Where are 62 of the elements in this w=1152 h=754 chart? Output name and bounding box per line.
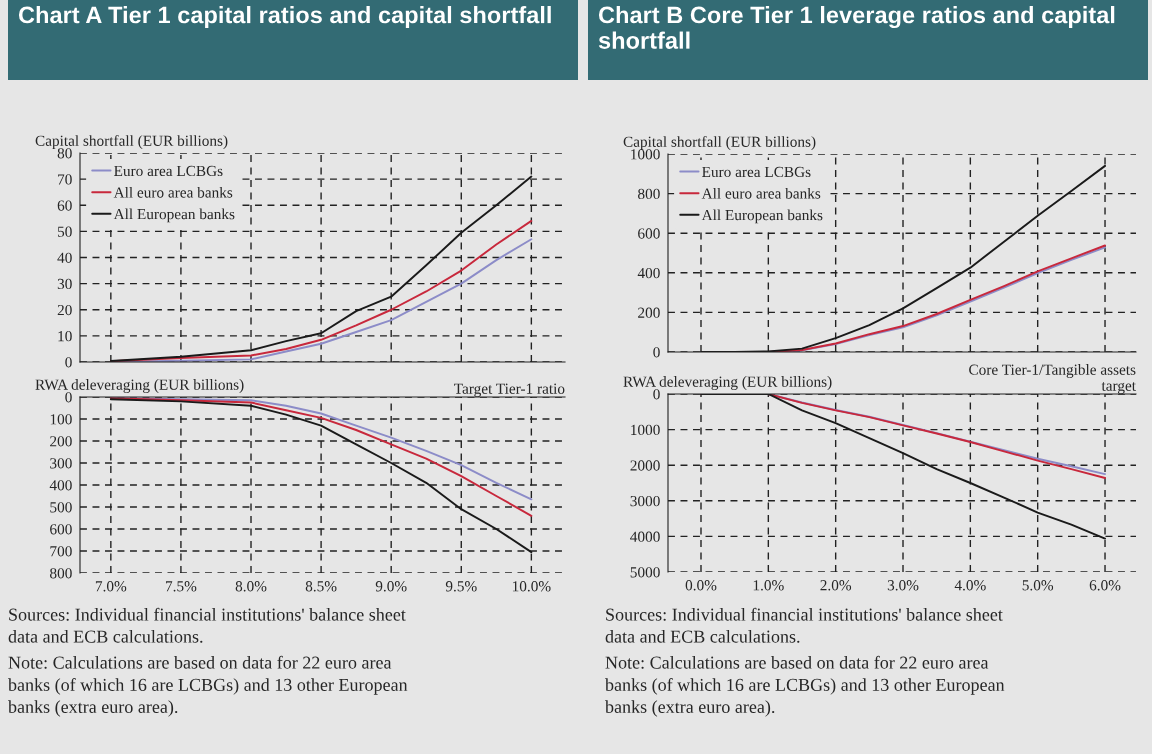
legend-label: All European banks xyxy=(113,208,235,223)
x-axis-title: Core Tier-1/Tangible assets target xyxy=(969,364,1136,394)
text: Note: Calculations are based on data for 22 euro area banks (of which 16 are LCBGs) and 13 other European banks (extra euro area). xyxy=(8,655,408,717)
legend-label: All euro area banks xyxy=(701,187,821,199)
y-tick-label: 500 xyxy=(50,502,72,513)
source-note: Sources: Individual financial institutions' balance sheet data and ECB calculations. xyxy=(605,607,1003,643)
x-tick-label: 9.0% xyxy=(375,581,407,592)
y-tick-label: 40 xyxy=(57,252,72,263)
x-tick-label: 4.0% xyxy=(954,580,986,591)
y-tick-label: 10 xyxy=(58,331,72,342)
x-tick-label: 0.0% xyxy=(685,580,717,591)
x-tick-label: 9.5% xyxy=(445,581,477,592)
y-tick-label: 200 xyxy=(638,307,660,318)
y-tick-label: 700 xyxy=(50,546,72,557)
y-tick-label: 70 xyxy=(58,174,72,185)
y-axis-title: Capital shortfall (EUR billions) xyxy=(35,134,228,149)
y-tick-label: 800 xyxy=(50,568,72,579)
y-tick-label: 0 xyxy=(653,347,660,358)
x-tick-label: 8.0% xyxy=(235,581,267,592)
y-axis-title: Capital shortfall (EUR billions) xyxy=(623,135,816,150)
y-tick-label: 400 xyxy=(49,480,72,491)
x-tick-label: 5.0% xyxy=(1022,580,1054,591)
chart-title: Chart B Core Tier 1 leverage ratios and capital shortfall xyxy=(598,6,1115,49)
legend-label: All euro area banks xyxy=(113,186,233,198)
y-tick-label: 300 xyxy=(50,458,72,469)
y-tick-label: 80 xyxy=(57,148,72,159)
x-axis-title: Target Tier-1 ratio xyxy=(454,383,565,397)
y-tick-label: 4000 xyxy=(630,531,660,542)
y-tick-label: 600 xyxy=(50,524,72,535)
y-tick-label: 0 xyxy=(65,392,72,403)
x-tick-label: 3.0% xyxy=(887,580,919,591)
y-tick-label: 400 xyxy=(637,267,660,279)
y-tick-label: 60 xyxy=(57,200,72,211)
y-axis-title: RWA deleveraging (EUR billions) xyxy=(623,376,832,390)
y-tick-label: 100 xyxy=(50,414,72,425)
y-tick-label: 3000 xyxy=(630,495,660,507)
chart-title: Chart A Tier 1 capital ratios and capital shortfall xyxy=(18,6,551,29)
y-tick-label: 1000 xyxy=(631,424,660,436)
y-tick-label: 5000 xyxy=(630,567,660,578)
y-axis-title: RWA deleveraging (EUR billions) xyxy=(35,379,244,393)
source-note: Sources: Individual financial institutions' balance sheet data and ECB calculations. xyxy=(8,607,406,643)
legend-label: All European banks xyxy=(701,209,823,224)
x-tick-label: 1.0% xyxy=(753,580,784,591)
x-tick-label: 2.0% xyxy=(820,580,852,591)
x-tick-label: 6.0% xyxy=(1089,580,1121,591)
y-tick-label: 1000 xyxy=(631,149,660,160)
y-tick-label: 2000 xyxy=(630,460,660,471)
x-tick-label: 7.5% xyxy=(166,581,197,592)
y-tick-label: 0 xyxy=(653,389,660,400)
legend-label: Euro area LCBGs xyxy=(114,165,223,177)
y-tick-label: 800 xyxy=(638,188,660,200)
text: Note: Calculations are based on data for 22 euro area banks (of which 16 are LCBGs) and 13 other European banks (extra euro area). xyxy=(605,655,1005,717)
y-tick-label: 0 xyxy=(65,357,72,368)
x-tick-label: 8.5% xyxy=(305,581,337,592)
y-tick-label: 20 xyxy=(57,304,72,316)
x-tick-label: 10.0% xyxy=(512,581,551,592)
y-tick-label: 50 xyxy=(57,226,72,237)
x-tick-label: 7.0% xyxy=(95,581,127,592)
y-tick-label: 200 xyxy=(50,436,72,447)
y-tick-label: 600 xyxy=(638,228,660,239)
y-tick-label: 30 xyxy=(57,278,72,290)
legend-label: Euro area LCBGs xyxy=(702,166,811,178)
